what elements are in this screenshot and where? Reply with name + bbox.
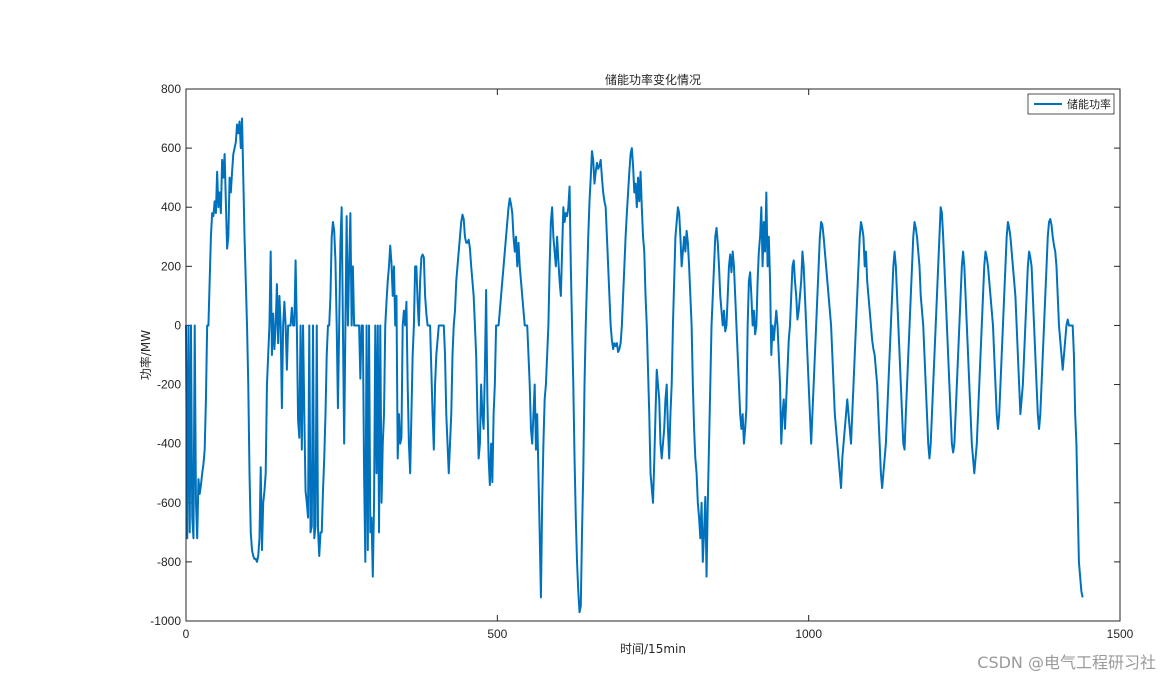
y-tick-label: -400	[157, 437, 181, 451]
y-tick-label: -800	[157, 555, 181, 569]
chart-title: 储能功率变化情况	[605, 72, 701, 87]
legend-box	[1027, 93, 1115, 115]
x-axis-title: 时间/15min	[620, 642, 686, 656]
y-tick-label: -200	[157, 378, 181, 392]
watermark: CSDN @电气工程研习社	[977, 653, 1156, 672]
legend-label: 储能功率	[1067, 97, 1111, 111]
axis-ticks: 0 500 1000 1500 -1000 -800 -600 -400 -200 0 200 400…	[150, 82, 1133, 641]
y-tick-label: 600	[161, 141, 181, 155]
y-axis-title: 功率/MW	[138, 330, 153, 380]
plot-frame	[185, 88, 1121, 622]
x-tick-label: 500	[487, 627, 507, 641]
y-tick-label: 400	[161, 200, 181, 214]
x-tick-label: 1500	[1107, 627, 1134, 641]
series-line-storage-power	[185, 117, 1084, 614]
y-tick-label: 800	[161, 82, 181, 96]
y-tick-label: -1000	[150, 614, 181, 628]
x-tick-label: 0	[183, 627, 190, 641]
x-tick-label: 1000	[795, 627, 822, 641]
y-tick-label: 200	[161, 259, 181, 273]
plot-area	[186, 89, 1120, 621]
legend: 储能功率	[1027, 93, 1115, 115]
y-tick-label: -600	[157, 496, 181, 510]
y-tick-label: 0	[174, 318, 181, 332]
